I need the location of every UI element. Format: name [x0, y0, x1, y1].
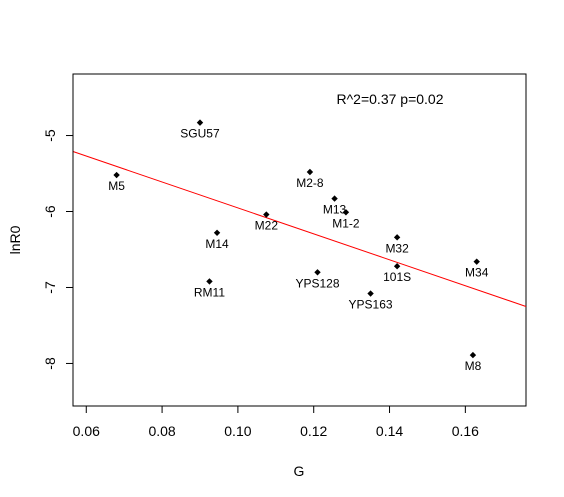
data-point	[367, 290, 374, 297]
x-axis: 0.06 0.08 0.10 0.12 0.14 0.16	[73, 405, 479, 439]
data-point	[393, 263, 401, 270]
x-tick-label: 0.10	[224, 423, 251, 439]
data-point	[113, 171, 120, 179]
data-point	[213, 229, 221, 236]
data-point	[206, 278, 213, 285]
point-label: M34	[465, 266, 489, 280]
point-label: M14	[205, 237, 229, 251]
data-point	[342, 209, 350, 216]
x-tick-label: 0.12	[300, 423, 327, 439]
data-point	[473, 258, 480, 265]
data-point	[393, 234, 401, 241]
y-tick-label: -8	[42, 357, 58, 370]
y-tick-label: -6	[42, 205, 58, 218]
data-point	[263, 211, 270, 218]
point-label: YPS128	[295, 276, 339, 290]
data-point	[314, 269, 321, 276]
x-tick-label: 0.06	[73, 423, 100, 439]
y-axis-label: lnR0	[7, 225, 23, 254]
annotation: R^2=0.37 p=0.02	[337, 91, 444, 107]
x-axis-label: G	[294, 463, 305, 479]
x-tick-label: 0.08	[148, 423, 175, 439]
point-label: M5	[108, 179, 125, 193]
point-label: M22	[255, 219, 279, 233]
point-label: RM11	[194, 285, 225, 299]
point-label: M13	[323, 203, 347, 217]
data-point	[469, 351, 477, 359]
x-tick-label: 0.14	[376, 423, 403, 439]
data-point	[331, 195, 338, 202]
y-axis: -8 -7 -6 -5	[42, 129, 74, 370]
data-point	[196, 119, 204, 126]
point-label: M8	[465, 359, 482, 373]
point-label: M32	[385, 241, 409, 255]
plot-frame	[72, 73, 527, 407]
data-point	[306, 168, 314, 176]
fit-line	[72, 151, 527, 307]
point-label: SGU57	[180, 127, 220, 141]
y-tick-label: -7	[42, 281, 58, 294]
point-label: M2-8	[296, 176, 324, 190]
point-label: M1-2	[332, 216, 360, 230]
point-label: 101S	[383, 270, 411, 284]
y-tick-label: -5	[42, 129, 58, 142]
fit-line-layer	[72, 151, 527, 307]
x-tick-label: 0.16	[452, 423, 479, 439]
point-label: YPS163	[349, 298, 393, 312]
